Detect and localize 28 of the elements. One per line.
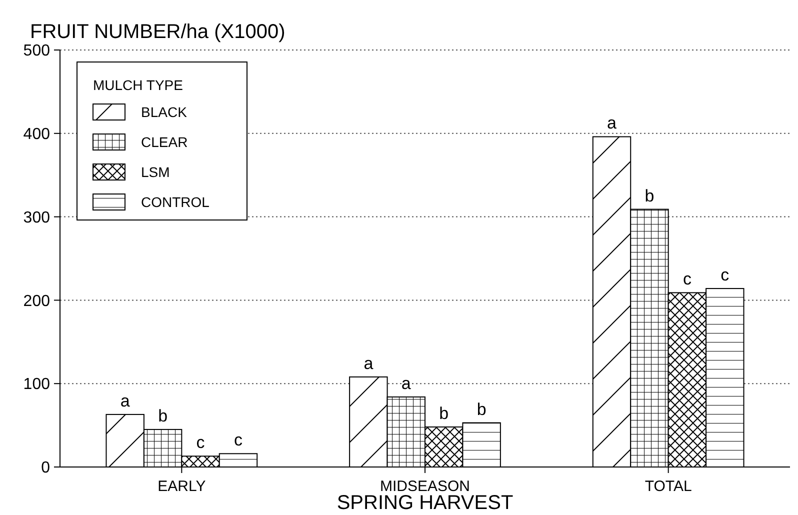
legend-label: CLEAR xyxy=(141,134,188,150)
y-axis-title: FRUIT NUMBER/ha (X1000) xyxy=(30,21,286,43)
y-tick-label: 500 xyxy=(23,42,50,60)
legend-label: CONTROL xyxy=(141,194,210,210)
legend-label: BLACK xyxy=(141,104,188,120)
legend-title: MULCH TYPE xyxy=(93,77,183,93)
y-tick-label: 0 xyxy=(41,460,50,477)
data-label: a xyxy=(401,374,412,393)
data-label: b xyxy=(439,404,449,423)
x-tick-label: MIDSEASON xyxy=(380,478,470,495)
x-axis-title: SPRING HARVEST xyxy=(336,492,514,514)
x-tick-label: TOTAL xyxy=(644,478,692,495)
data-label: b xyxy=(158,406,168,426)
x-tick-label: EARLY xyxy=(158,478,206,495)
legend-label: LSM xyxy=(141,164,170,180)
data-label: c xyxy=(196,433,206,452)
data-label: b xyxy=(476,400,486,419)
data-label: a xyxy=(607,114,618,133)
data-label: c xyxy=(682,270,692,289)
y-tick-label: 100 xyxy=(23,376,50,394)
data-label: b xyxy=(644,186,654,206)
y-tick-label: 200 xyxy=(23,292,50,310)
y-tick-label: 400 xyxy=(23,126,50,143)
y-tick-label: 300 xyxy=(23,209,50,226)
data-label: a xyxy=(120,391,130,410)
data-label: c xyxy=(234,430,243,450)
data-label: c xyxy=(720,266,730,285)
data-label: a xyxy=(364,354,374,373)
